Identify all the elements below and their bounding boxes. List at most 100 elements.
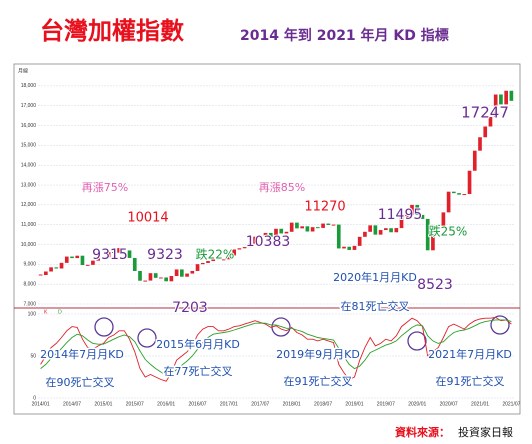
annotation: 10383 bbox=[246, 234, 291, 250]
annotation: 11270 bbox=[304, 200, 345, 215]
y-tick-label: 7,000 bbox=[23, 301, 36, 307]
candle-body bbox=[138, 270, 142, 281]
candle-body bbox=[446, 191, 451, 213]
period-label: 月線 bbox=[18, 68, 28, 75]
candle-body bbox=[122, 248, 127, 251]
candle-body bbox=[316, 227, 320, 229]
kd-line bbox=[40, 316, 512, 382]
x-tick-label: 2019/01 bbox=[345, 401, 363, 407]
annotation: 在81死亡交叉 bbox=[341, 299, 410, 313]
candle-body bbox=[488, 117, 493, 127]
candle-body bbox=[64, 256, 69, 263]
candle-body bbox=[180, 269, 184, 277]
x-tick-label: 2015/07 bbox=[126, 401, 144, 407]
annotation: 17247 bbox=[461, 104, 509, 122]
y-tick-label: 10,000 bbox=[21, 242, 37, 248]
annotation: 跌22% bbox=[196, 247, 235, 262]
candle-body bbox=[394, 228, 399, 233]
annotation: 11495 bbox=[378, 207, 423, 223]
candle-body bbox=[274, 228, 278, 237]
x-tick-label: 2017/07 bbox=[251, 401, 269, 407]
candle-body bbox=[258, 236, 263, 238]
candle-body bbox=[237, 248, 242, 250]
x-tick-label: 2018/01 bbox=[283, 401, 301, 407]
candle-body bbox=[101, 257, 106, 259]
candle-body bbox=[54, 267, 59, 269]
y-tick-label: 11,000 bbox=[21, 222, 36, 228]
annotation: 10014 bbox=[127, 211, 168, 226]
candle-body bbox=[336, 224, 341, 249]
x-tick-label: 2017/01 bbox=[220, 401, 238, 407]
candle-body bbox=[195, 264, 200, 271]
candle-body bbox=[200, 262, 205, 265]
candle-body bbox=[112, 252, 116, 254]
x-tick-label: 2021/01 bbox=[471, 401, 489, 407]
annotation: 在91死亡交叉 bbox=[436, 374, 505, 388]
candle-body bbox=[310, 227, 315, 232]
y-tick-label: 15,000 bbox=[21, 143, 37, 149]
candle-body bbox=[326, 223, 331, 225]
candle-body bbox=[227, 255, 231, 260]
candle-body bbox=[221, 259, 226, 261]
candle-body bbox=[132, 257, 137, 271]
x-tick-label: 2021/07 bbox=[502, 401, 520, 407]
candle-body bbox=[80, 255, 85, 266]
candle-body bbox=[378, 230, 383, 235]
candle-body bbox=[321, 223, 325, 228]
x-tick-label: 2016/01 bbox=[157, 401, 175, 407]
candle-body bbox=[169, 276, 174, 282]
candle-body bbox=[242, 247, 247, 249]
chart-title: 台灣加權指數 bbox=[40, 17, 184, 45]
source: 投資家日報 bbox=[458, 425, 513, 439]
candle-body bbox=[483, 126, 488, 138]
candle-body bbox=[436, 224, 440, 226]
candle-body bbox=[331, 224, 336, 226]
y-tick-label: 14,000 bbox=[21, 163, 37, 169]
candle-body bbox=[284, 231, 289, 234]
candle-body bbox=[441, 212, 446, 226]
candle-body bbox=[174, 269, 179, 277]
x-tick-label: 2018/07 bbox=[314, 401, 332, 407]
annotation: 9315 bbox=[92, 247, 128, 263]
kd-y-tick-label: 100 bbox=[28, 311, 37, 317]
candle-body bbox=[457, 193, 461, 195]
y-tick-label: 9,000 bbox=[23, 262, 36, 268]
candle-body bbox=[289, 222, 294, 232]
candle-body bbox=[263, 232, 268, 237]
legend-label: D bbox=[58, 310, 62, 316]
candle-body bbox=[384, 228, 388, 231]
cross-circles bbox=[94, 315, 510, 351]
y-tick-label: 17,000 bbox=[21, 103, 37, 109]
y-tick-label: 12,000 bbox=[21, 202, 37, 208]
annotation: 2020年1月月KD bbox=[333, 270, 417, 284]
candle-body bbox=[159, 277, 163, 279]
annotation: 在90死亡交叉 bbox=[46, 375, 115, 389]
annotation: 再漲75% bbox=[82, 181, 128, 194]
candle-body bbox=[164, 277, 168, 282]
y-tick-label: 18,000 bbox=[21, 83, 37, 89]
candle-body bbox=[279, 228, 284, 234]
annotation: 再漲85% bbox=[259, 181, 305, 194]
candle-body bbox=[499, 94, 503, 105]
candle-body bbox=[232, 249, 236, 256]
candle-body bbox=[425, 218, 430, 251]
candle-body bbox=[420, 214, 425, 219]
candle-body bbox=[415, 204, 420, 215]
candle-body bbox=[305, 226, 310, 232]
annotation: 2019年9月月KD bbox=[276, 347, 360, 361]
candle-body bbox=[363, 231, 367, 237]
candle-body bbox=[190, 270, 195, 274]
candle-body bbox=[70, 256, 74, 259]
candle-body bbox=[248, 243, 252, 248]
annotation: 在91死亡交叉 bbox=[284, 374, 353, 388]
annotation: 在77死亡交叉 bbox=[164, 364, 233, 378]
candle-body bbox=[509, 90, 514, 101]
candle-body bbox=[295, 222, 299, 229]
candle-body bbox=[206, 261, 210, 263]
candle-body bbox=[117, 248, 121, 253]
candle-body bbox=[472, 150, 477, 171]
candle-body bbox=[127, 250, 132, 258]
chart-subtitle: 2014 年到 2021 年月 KD 指標 bbox=[240, 27, 449, 44]
